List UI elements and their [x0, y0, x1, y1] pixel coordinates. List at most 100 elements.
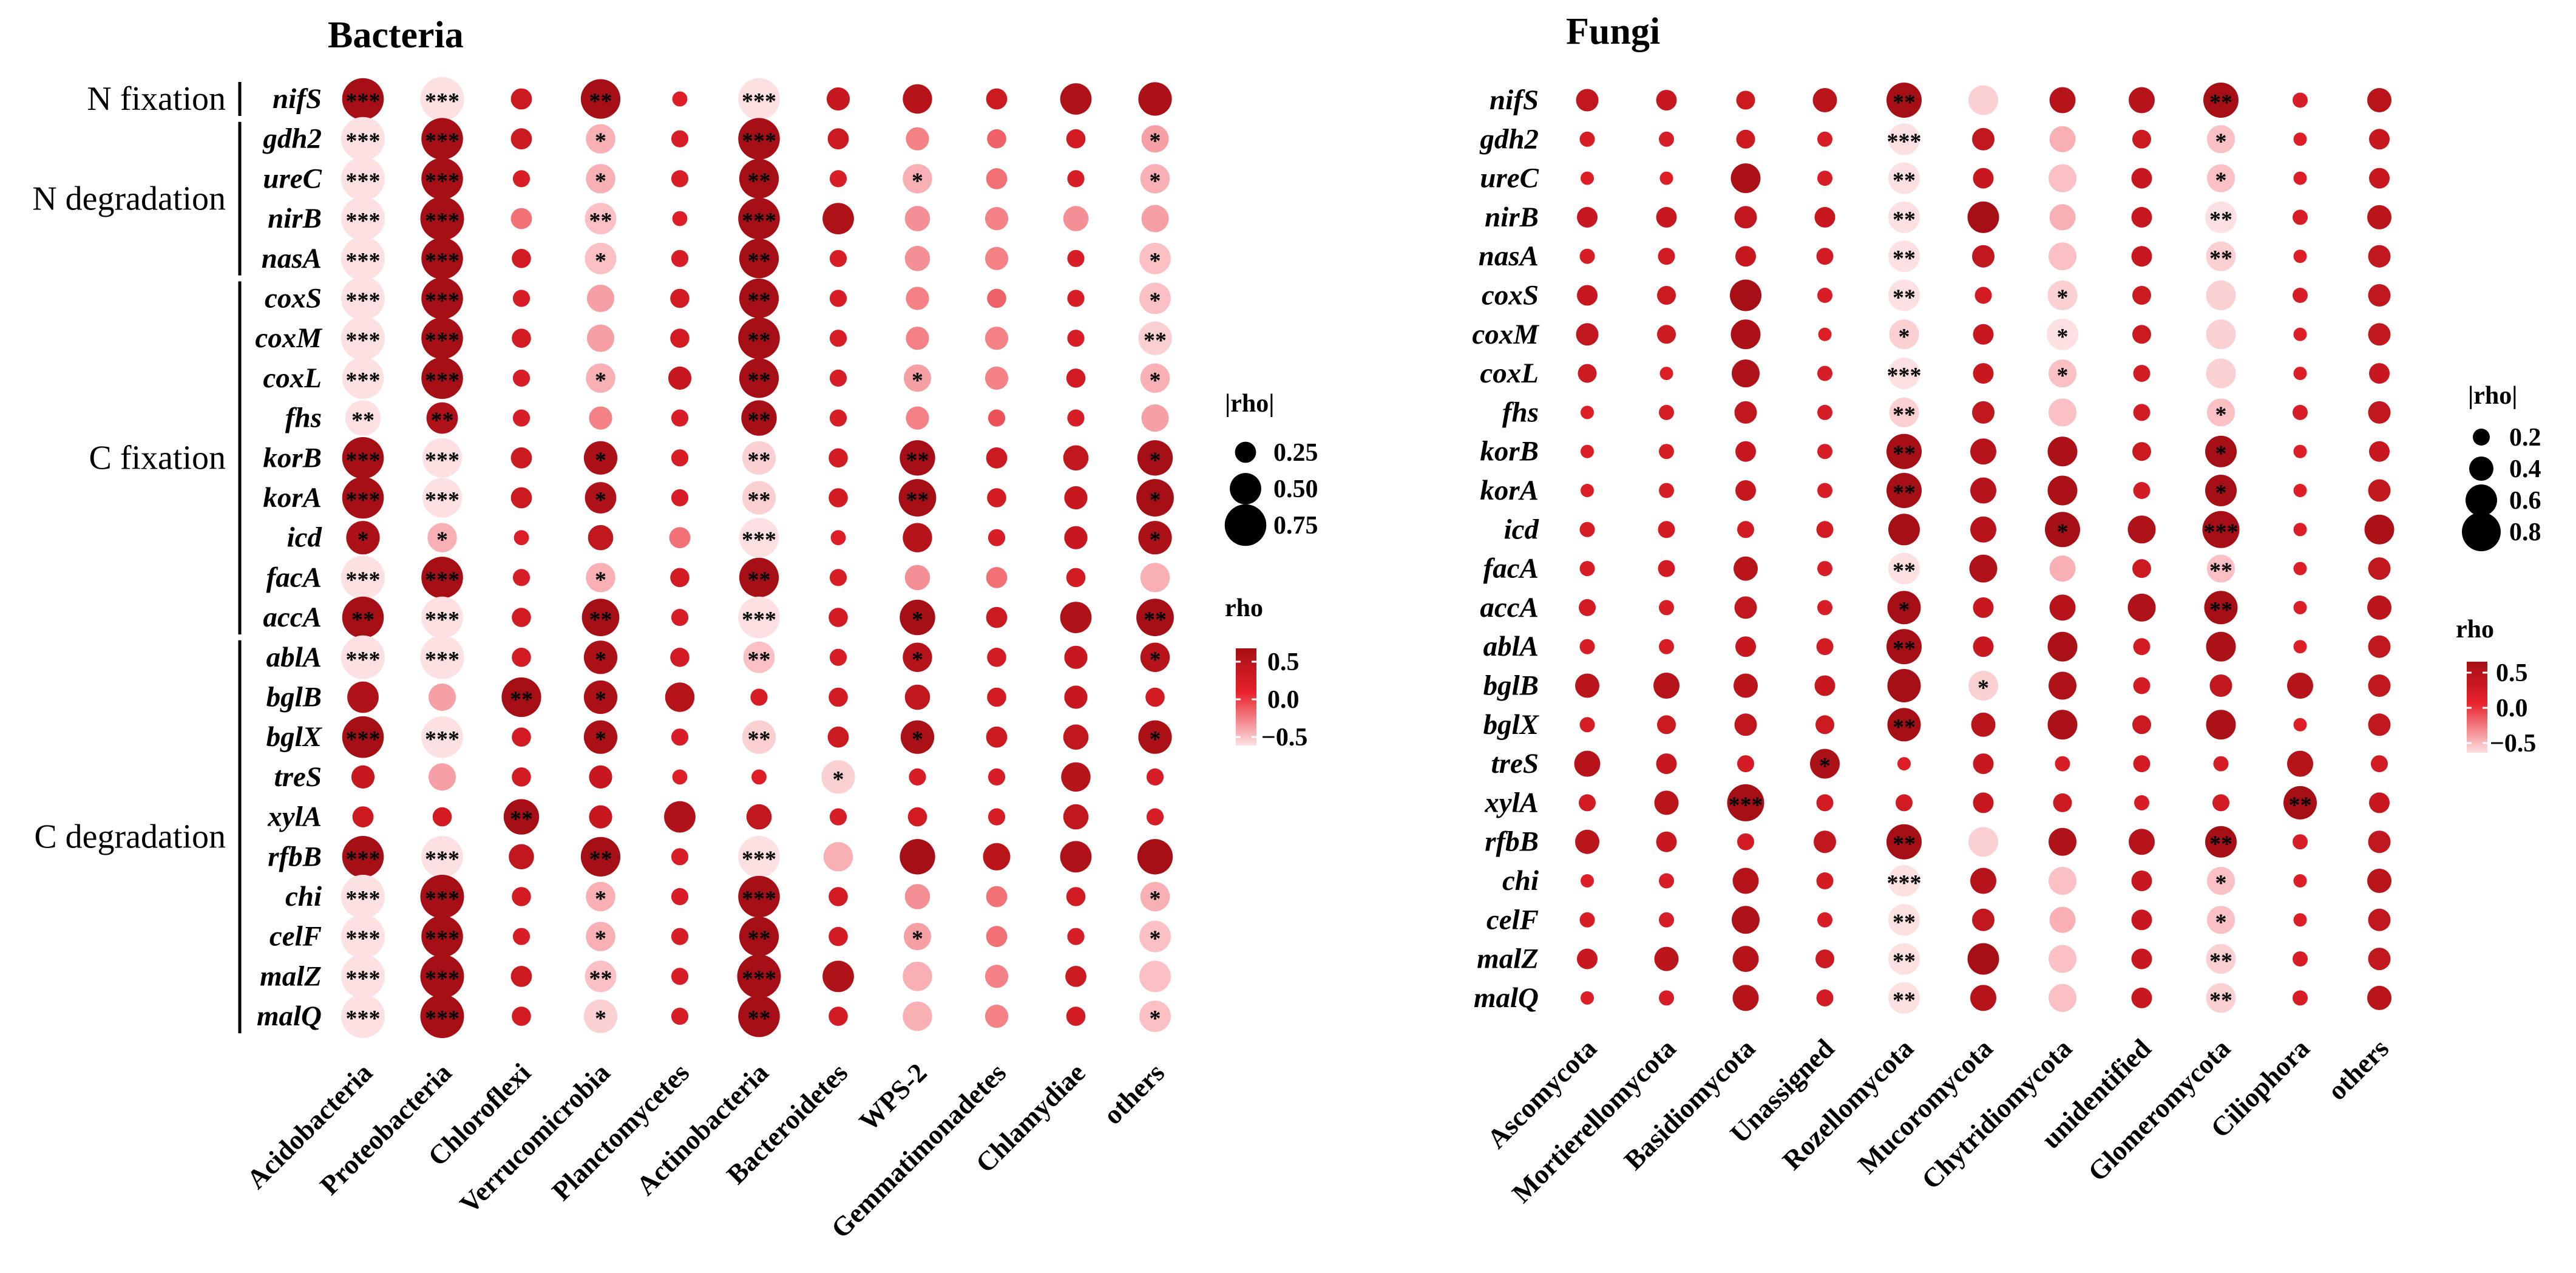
fungi-dot-facA-ciliophora [2293, 562, 2307, 575]
bacteria-sig-accA-wps-2: * [912, 607, 923, 633]
bacteria-sig-ablA-others: * [1150, 647, 1161, 673]
fungi-dot-accA-ascomycota [1579, 599, 1596, 616]
bacteria-gene-label-treS: treS [274, 761, 322, 793]
bacteria-dot-chi-gemmatimonadetes [986, 886, 1008, 908]
bacteria-dot-ablA-actinobacteria [743, 641, 775, 673]
fungi-dot-coxM-mucoromycota [1973, 324, 1994, 345]
fungi-dot-coxL-mucoromycota [1973, 363, 1994, 384]
fungi-legend: |rho| 0.2 0.4 0.6 0.8 rho 0.5 0.0 −0.5 [2456, 382, 2541, 758]
bacteria-sig-rfbB-actinobacteria: *** [742, 846, 776, 872]
fungi-dot-bglX-ciliophora [2293, 718, 2307, 732]
bacteria-dot-korA-acidobacteria [342, 477, 384, 519]
fungi-dot-ureC-basidiomycota [1730, 163, 1761, 194]
fungi-dot-nasA-ascomycota [1579, 248, 1595, 264]
bacteria-sig-facA-acidobacteria: *** [346, 567, 381, 592]
fungi-dot-chi-ascomycota [1581, 874, 1594, 888]
fungi-gene-label-xylA: xylA [1484, 787, 1539, 818]
fungi-dot-korA-basidiomycota [1735, 480, 1756, 501]
fungi-dot-bglB-mortierellomycota [1653, 673, 1679, 699]
bacteria-dot-korA-gemmatimonadetes [987, 488, 1006, 508]
bacteria-color-legend-title: rho [1225, 594, 1263, 622]
bacteria-dot-bglX-chlamydiae [1063, 724, 1089, 750]
fungi-dot-facA-rozellomycota [1888, 552, 1920, 585]
fungi-size-legend-label-3: 0.8 [2509, 518, 2541, 546]
bacteria-dot-chi-chlamydiae [1066, 887, 1086, 906]
fungi-dot-accA-mucoromycota [1973, 597, 1994, 618]
bacteria-title: Bacteria [328, 15, 464, 56]
fungi-dot-ureC-mortierellomycota [1659, 171, 1673, 185]
bacteria-dot-bglB-gemmatimonadetes [987, 687, 1006, 707]
fungi-dot-malQ-chytridiomycota [2049, 983, 2076, 1012]
fungi-dot-treS-ciliophora [2287, 750, 2313, 777]
fungi-dot-ablA-unassigned [1816, 638, 1834, 656]
bacteria-dot-coxS-wps-2 [906, 287, 929, 310]
fungi-dot-fhs-others [2368, 401, 2391, 424]
fungi-dot-malQ-others [2367, 985, 2391, 1010]
fungi-dot-chi-rozellomycota [1888, 865, 1920, 897]
fungi-dot-treS-mucoromycota [1973, 753, 1994, 775]
fungi-sig-bglX-rozellomycota: ** [1893, 715, 1916, 740]
bacteria-dot-ureC-chloroflexi [512, 170, 530, 188]
bacteria-dot-bglB-chlamydiae [1064, 685, 1088, 709]
fungi-dot-celF-mucoromycota [1972, 908, 1995, 931]
bacteria-sig-korB-proteobacteria: *** [425, 447, 459, 473]
bacteria-dot-facA-acidobacteria [341, 555, 385, 600]
bacteria-dot-accA-chlamydiae [1060, 602, 1092, 633]
bacteria-dot-chi-others [1140, 881, 1170, 912]
bacteria-sig-coxM-proteobacteria: *** [425, 328, 459, 353]
fungi-sig-coxS-rozellomycota: ** [1893, 285, 1916, 311]
fungi-dot-icd-ciliophora [2293, 523, 2307, 537]
fungi-dot-fhs-unidentified [2133, 404, 2151, 421]
bacteria-dot-ablA-proteobacteria [420, 635, 464, 679]
bacteria-dot-korB-chloroflexi [510, 447, 532, 469]
fungi-dot-xylA-unidentified [2134, 795, 2149, 810]
bacteria-sig-coxL-wps-2: * [912, 368, 923, 393]
fungi-dot-bglB-unassigned [1814, 675, 1835, 696]
fungi-dot-korB-chytridiomycota [2047, 436, 2078, 467]
fungi-dot-ureC-glomeromycota [2207, 164, 2235, 192]
bacteria-dot-korB-verrucomicrobia [583, 441, 618, 475]
bacteria-sig-nasA-proteobacteria: *** [425, 248, 459, 274]
fungi-dot-coxL-others [2369, 363, 2390, 384]
bacteria-dot-treS-acidobacteria [351, 765, 375, 789]
bacteria-sig-coxL-actinobacteria: ** [748, 368, 771, 393]
fungi-dot-icd-chytridiomycota [2045, 512, 2080, 548]
fungi-dot-xylA-chytridiomycota [2053, 793, 2072, 812]
bacteria-dot-rfbB-acidobacteria [342, 836, 384, 878]
bacteria-sig-coxS-actinobacteria: ** [748, 288, 771, 314]
fungi-size-legend-dot-0 [2473, 429, 2490, 446]
bacteria-dot-gdh2-others [1141, 125, 1169, 153]
fungi-dot-coxM-chytridiomycota [2047, 318, 2078, 350]
fungi-size-legend-dot-1 [2469, 457, 2493, 481]
fungi-dot-malZ-glomeromycota [2206, 944, 2236, 974]
bacteria-dot-ureC-gemmatimonadetes [986, 168, 1008, 189]
bacteria-dot-accA-chloroflexi [512, 608, 531, 627]
fungi-dot-korB-ascomycota [1581, 444, 1594, 458]
fungi-sig-chi-rozellomycota: *** [1887, 871, 1922, 896]
bacteria-dot-nirB-chlamydiae [1063, 206, 1089, 231]
bacteria-dot-nasA-wps-2 [904, 246, 930, 271]
fungi-sig-gdh2-rozellomycota: *** [1887, 129, 1922, 154]
fungi-phylum-label-chytridiomycota: Chytridiomycota [1916, 1033, 2078, 1195]
bacteria-dot-nasA-gemmatimonadetes [985, 246, 1009, 270]
fungi-dot-malZ-others [2368, 948, 2391, 971]
bacteria-dot-malZ-verrucomicrobia [585, 960, 617, 993]
bacteria-dot-nifS-chlamydiae [1060, 83, 1092, 115]
bacteria-sig-coxS-acidobacteria: *** [346, 288, 381, 314]
fungi-dot-gdh2-chytridiomycota [2049, 126, 2076, 152]
bacteria-panel: N fixation N degradation C fixation C degra… [32, 77, 1174, 1244]
fungi-dot-bglX-unassigned [1815, 715, 1834, 735]
fungi-dot-icd-mucoromycota [1970, 516, 1996, 543]
bacteria-gene-label-coxS: coxS [265, 283, 322, 314]
fungi-dot-malQ-mucoromycota [1970, 985, 1996, 1011]
fungi-dot-bglX-basidiomycota [1734, 713, 1757, 736]
fungi-dot-facA-unassigned [1817, 561, 1832, 577]
fungi-dot-nirB-mortierellomycota [1656, 206, 1677, 228]
fungi-dot-nasA-others [2368, 245, 2391, 268]
fungi-dot-korB-basidiomycota [1735, 441, 1756, 462]
bacteria-dot-gdh2-verrucomicrobia [586, 124, 615, 154]
fungi-color-tick-high: 0.5 [2496, 659, 2528, 687]
fungi-dot-malQ-unidentified [2131, 987, 2152, 1008]
bacteria-dot-coxS-planctomycetes [670, 288, 690, 308]
fungi-dot-celF-mortierellomycota [1659, 912, 1674, 928]
